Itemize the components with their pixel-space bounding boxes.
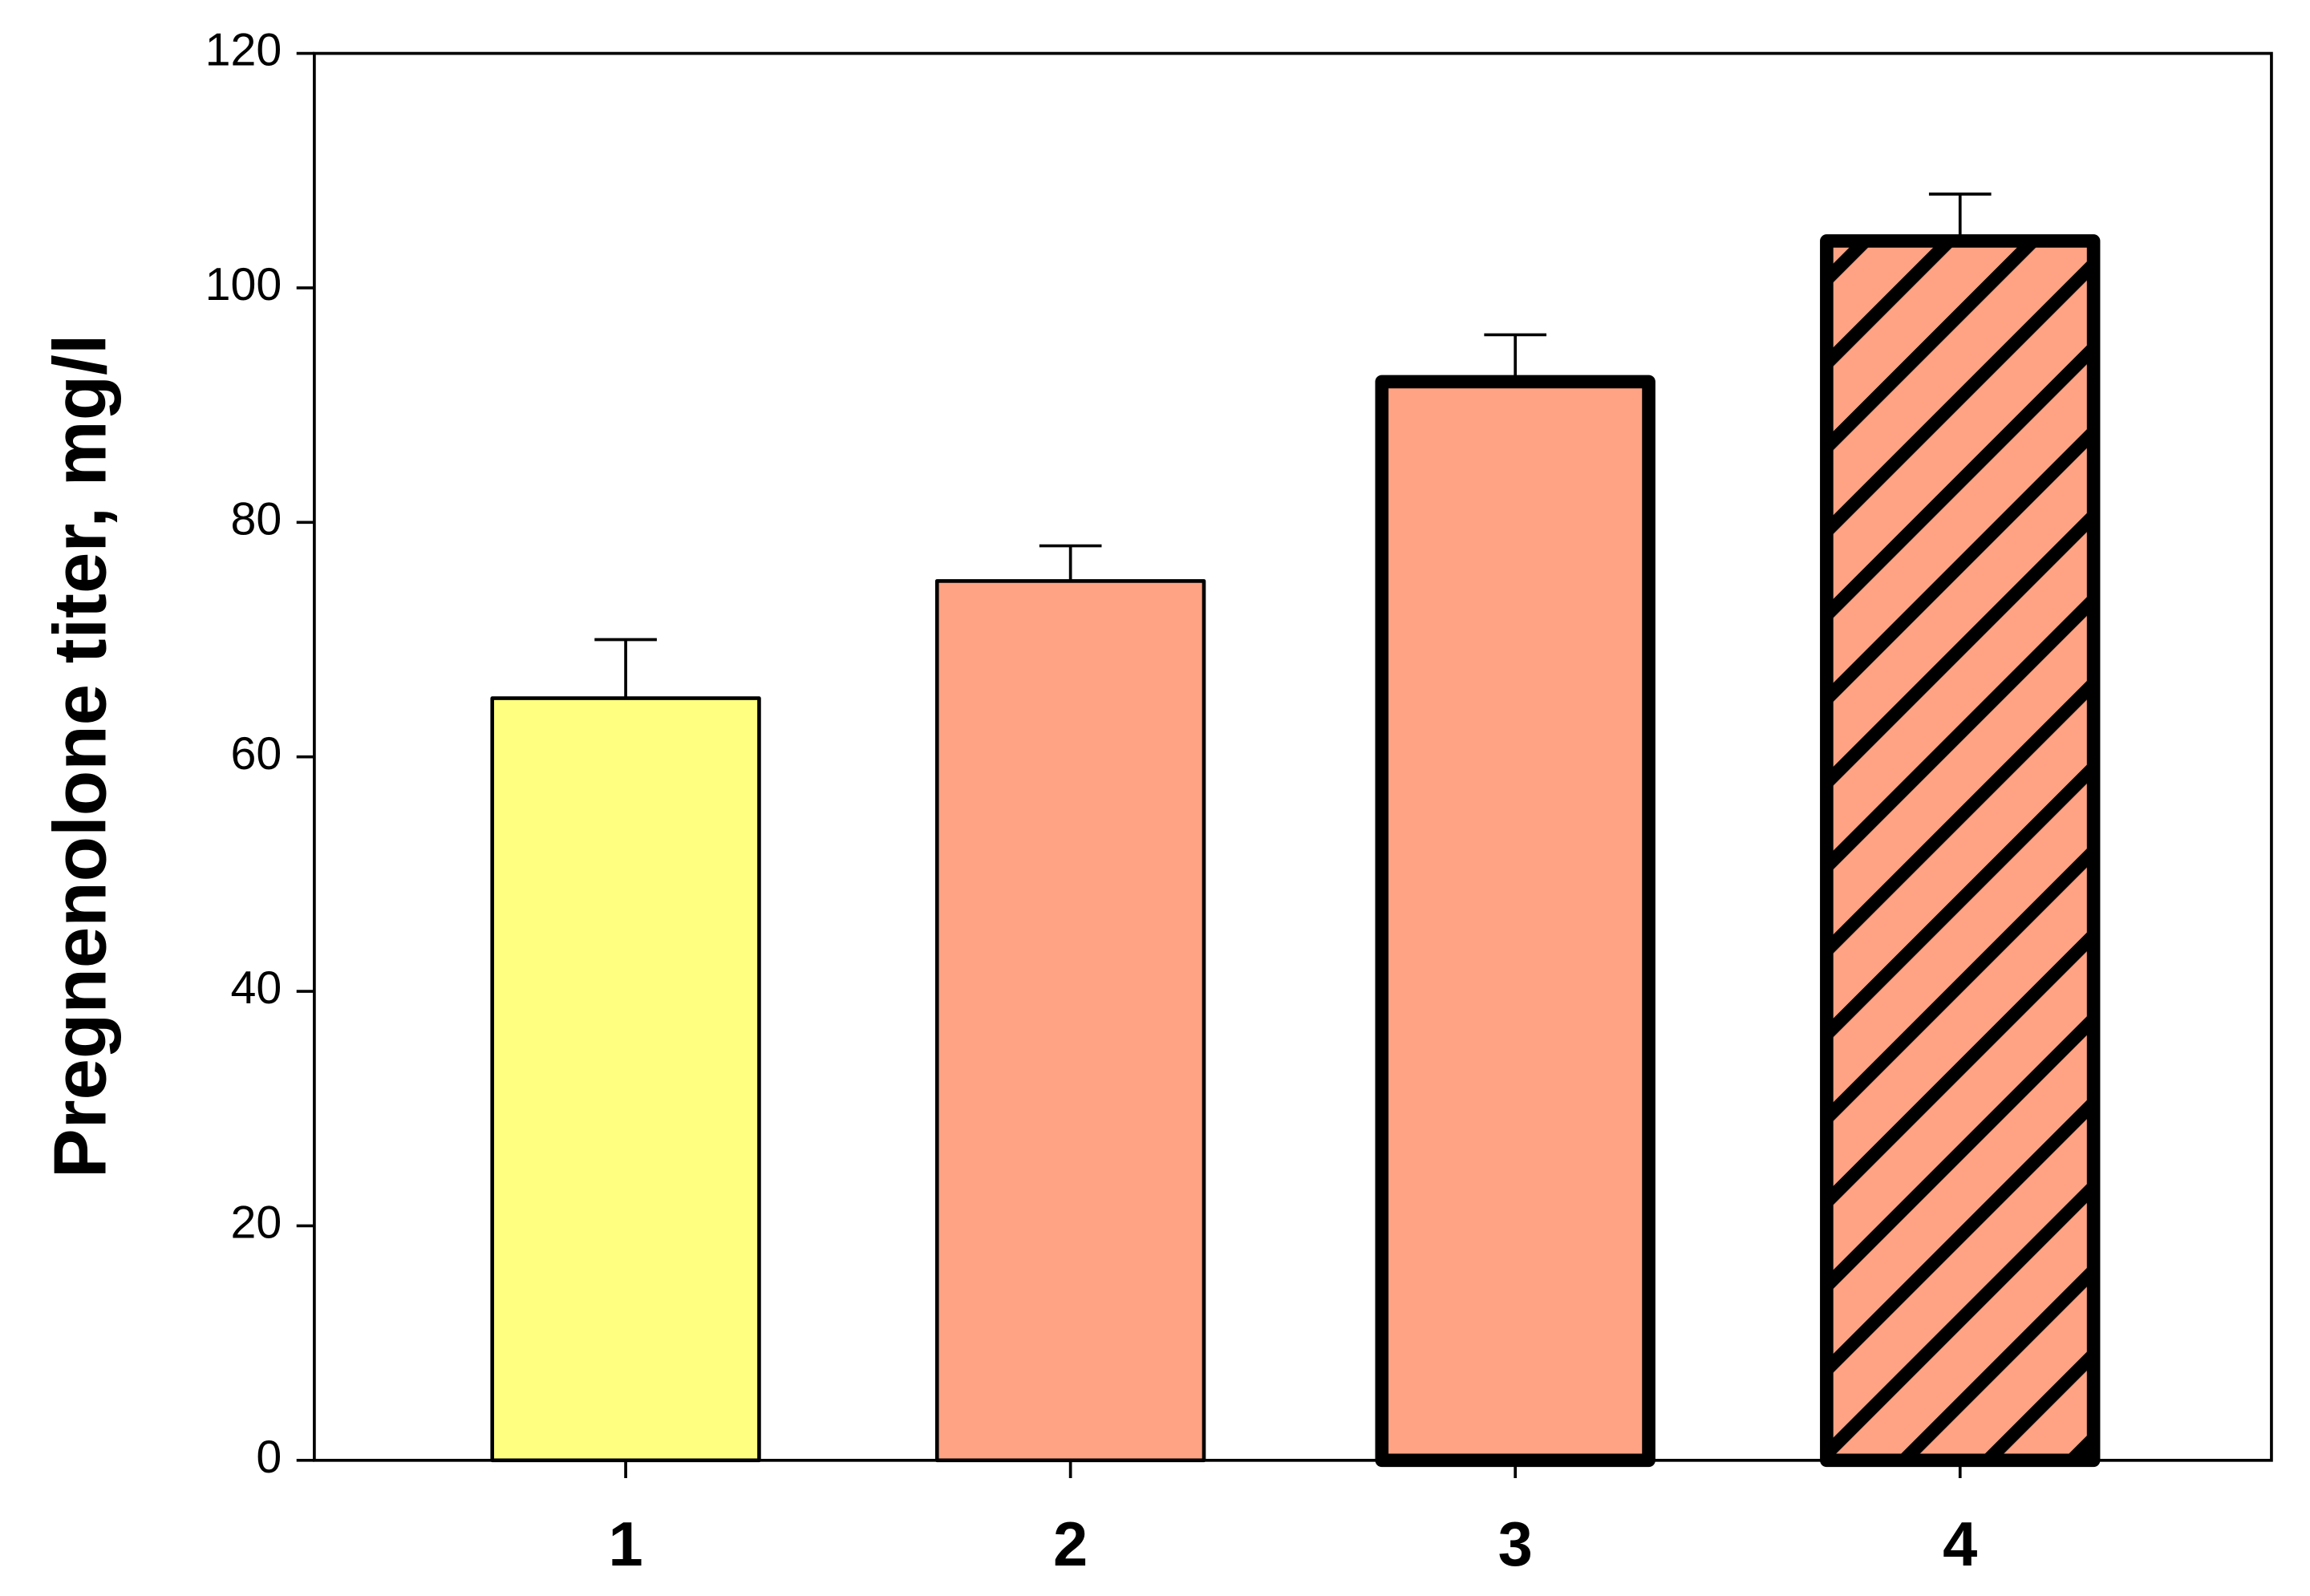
bar (1375, 375, 1656, 1468)
x-tick-label: 4 (1943, 1510, 1977, 1579)
bar (934, 579, 1206, 1463)
y-tick-label: 120 (205, 25, 282, 76)
y-tick-label: 20 (230, 1197, 282, 1249)
y-tick-label: 60 (230, 728, 282, 780)
bar (1820, 234, 2101, 1468)
bar (490, 696, 761, 1463)
y-tick-label: 80 (230, 493, 282, 545)
x-tick-label: 3 (1498, 1510, 1533, 1579)
y-tick-label: 100 (205, 259, 282, 310)
y-axis-label: Pregnenolone titer, mg/l (38, 334, 122, 1178)
y-tick-label: 0 (256, 1432, 282, 1483)
x-tick-label: 2 (1053, 1510, 1088, 1579)
x-tick-label: 1 (608, 1510, 642, 1579)
y-tick-label: 40 (230, 962, 282, 1014)
